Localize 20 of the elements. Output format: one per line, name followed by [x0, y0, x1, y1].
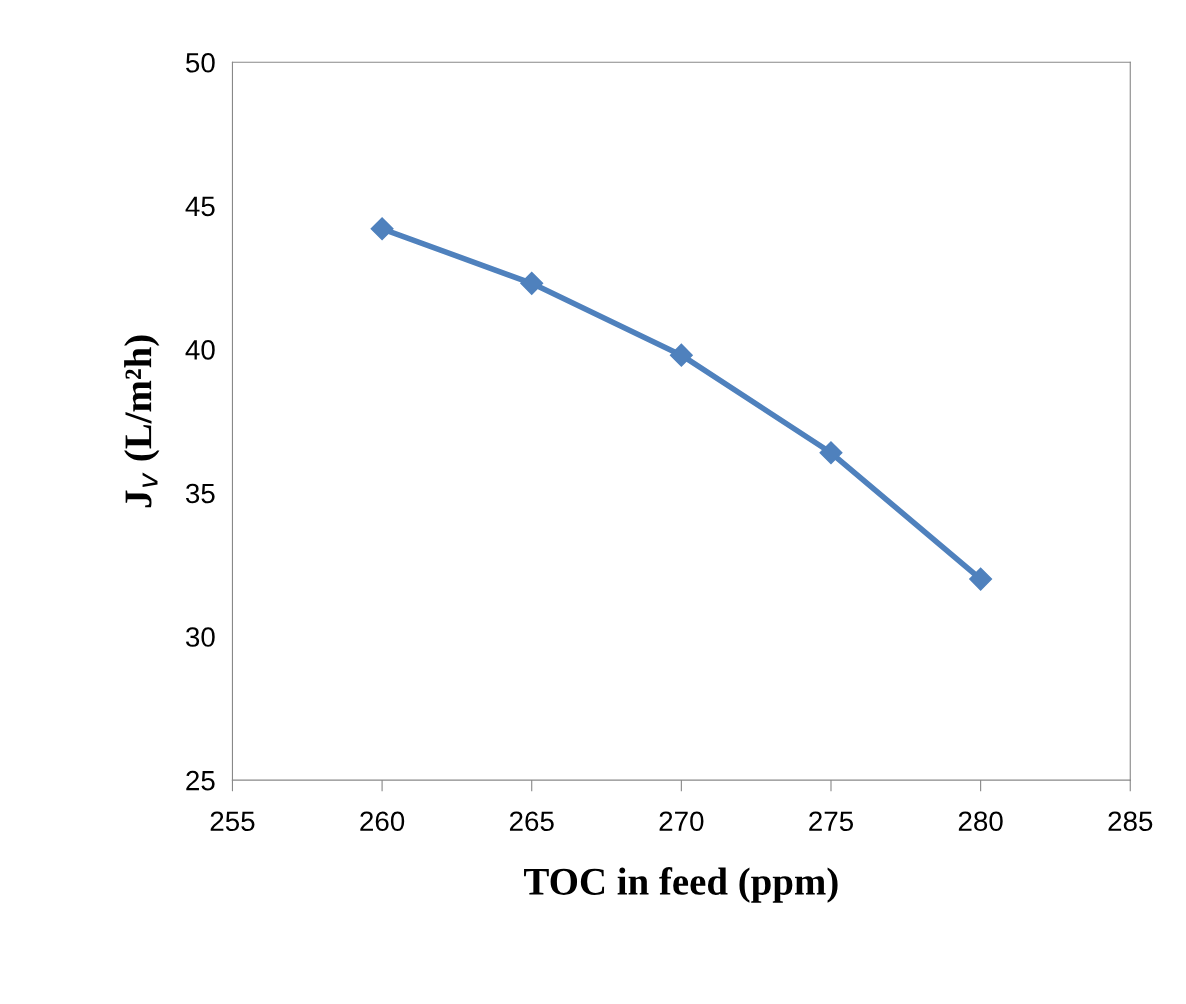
point	[969, 567, 993, 591]
x-tick-label: 255	[210, 811, 255, 832]
x-tick-label: 280	[958, 811, 1003, 832]
y-tick-label: 50	[186, 52, 215, 73]
x-tick-label: 265	[509, 811, 554, 832]
x-tick-label: 285	[1108, 811, 1153, 832]
x-axis-title: TOC in feed (ppm)	[524, 867, 838, 903]
y-tick-label: 35	[185, 483, 215, 504]
y-tick-label: 25	[186, 770, 215, 791]
x-tick-label: 275	[809, 811, 853, 832]
point	[819, 441, 843, 465]
y-tick-label: 30	[185, 627, 215, 647]
point	[520, 271, 544, 295]
x-tick-label: 270	[659, 811, 704, 832]
x-tick-label: 260	[360, 811, 405, 832]
y-axis-title: J$_{v}$ (L/m²h)	[124, 335, 160, 508]
point	[669, 343, 693, 367]
y-tick-label: 40	[185, 340, 215, 360]
point	[370, 217, 394, 241]
y-tick-label: 45	[185, 196, 215, 217]
